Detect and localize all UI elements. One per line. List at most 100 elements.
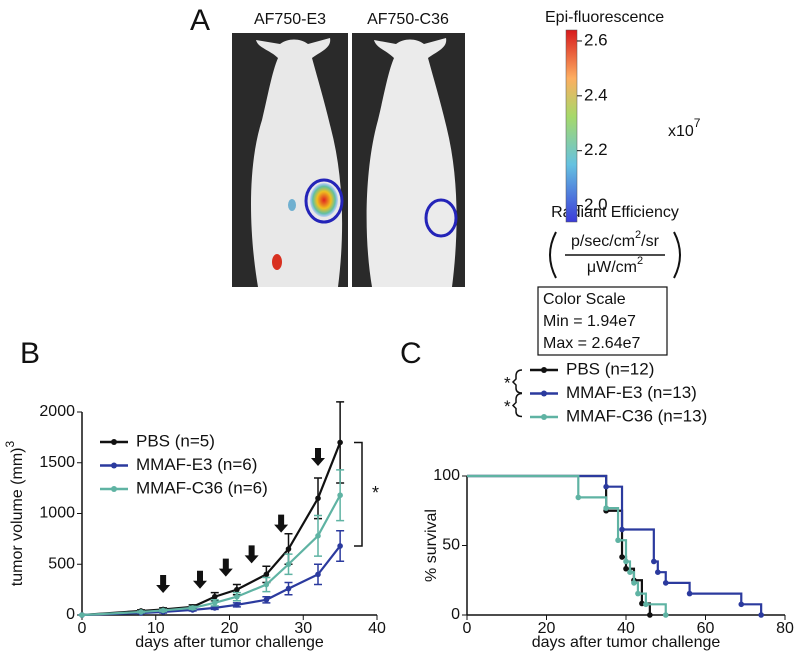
y-label-text: tumor volume (mm) xyxy=(9,448,26,587)
data-point xyxy=(655,569,661,575)
data-point xyxy=(615,537,621,544)
data-point xyxy=(337,439,343,446)
colorbar-tick-label: 2.0 xyxy=(584,195,608,214)
y-axis-label: tumor volume (mm)3 xyxy=(3,441,26,587)
legend-marker xyxy=(111,462,117,469)
panel-letter: B xyxy=(20,337,40,370)
panel-letter: A xyxy=(190,4,210,37)
y-tick-label: 0 xyxy=(66,606,75,623)
colorbar-tick-label: 2.6 xyxy=(584,30,608,49)
data-point xyxy=(160,607,166,614)
legend-marker xyxy=(541,367,547,373)
series-line xyxy=(81,494,342,617)
significance-star: * xyxy=(372,483,379,503)
y-label-sup: 3 xyxy=(3,441,17,448)
significance-star: * xyxy=(504,397,511,416)
data-point xyxy=(619,526,625,533)
legend-marker xyxy=(111,486,117,492)
scale-text: Color Scale xyxy=(543,291,626,308)
data-point xyxy=(315,571,321,578)
data-point xyxy=(211,593,218,600)
treatment-arrow xyxy=(244,545,259,564)
data-point xyxy=(138,609,144,615)
data-point xyxy=(627,569,633,575)
treatment-arrow xyxy=(311,447,325,466)
legend-label: MMAF-E3 (n=13) xyxy=(566,383,697,402)
unit-sup: 2 xyxy=(635,229,641,241)
data-point xyxy=(603,483,609,490)
legend-marker xyxy=(541,390,547,397)
series-line xyxy=(467,474,667,615)
data-point xyxy=(631,580,637,586)
unit-sup: 2 xyxy=(637,255,643,267)
data-point xyxy=(647,612,653,618)
unit-part: p/sec/cm xyxy=(571,233,635,250)
paren xyxy=(549,231,557,279)
x-tick-label: 80 xyxy=(776,620,794,637)
x-tick-label: 60 xyxy=(697,620,715,637)
y-tick-label: 0 xyxy=(451,606,460,623)
data-point xyxy=(651,558,657,565)
colorbar-multiplier: x107 xyxy=(668,116,701,140)
units-title: Radiant Efficiency xyxy=(551,204,679,221)
legend-label: PBS (n=5) xyxy=(136,431,215,450)
data-point xyxy=(285,546,292,552)
series-line xyxy=(81,545,341,617)
x-tick-label: 10 xyxy=(147,620,165,637)
y-tick-label: 100 xyxy=(433,467,460,484)
data-point xyxy=(575,494,582,501)
x-axis-label: days after tumor challenge xyxy=(135,634,324,651)
legend-label: PBS (n=12) xyxy=(566,359,654,378)
x-tick-label: 30 xyxy=(294,620,312,637)
x-tick-label: 0 xyxy=(463,620,472,637)
data-point xyxy=(285,561,292,568)
x-axis-label: days after tumor challenge xyxy=(532,634,721,651)
treatment-arrow xyxy=(274,514,289,533)
data-point xyxy=(662,612,669,618)
y-axis-label: % survival xyxy=(423,509,440,582)
series-line xyxy=(467,474,763,615)
data-point xyxy=(758,612,764,618)
colorbar-title: Epi-fluorescence xyxy=(545,9,664,26)
significance-bracket xyxy=(354,441,363,547)
legend-label: MMAF-C36 (n=13) xyxy=(566,406,707,425)
scale-box xyxy=(537,286,668,356)
data-point xyxy=(623,558,629,565)
data-point xyxy=(619,554,625,560)
y-tick-label: 1000 xyxy=(39,505,75,522)
treatment-arrow xyxy=(218,558,233,577)
colorbar xyxy=(565,29,578,223)
data-point xyxy=(315,495,321,502)
scale-text: Max = 2.64e7 xyxy=(543,335,641,352)
data-point xyxy=(643,601,649,608)
multiplier: x10 xyxy=(668,123,694,140)
treatment-arrow xyxy=(193,570,207,589)
data-point xyxy=(315,533,321,539)
y-tick-label: 1500 xyxy=(39,454,75,471)
mouse-image xyxy=(352,33,465,287)
x-tick-label: 40 xyxy=(368,620,386,637)
significance-star: * xyxy=(504,373,511,392)
paren xyxy=(673,231,681,279)
panel-letter: C xyxy=(400,337,422,370)
data-point xyxy=(662,580,669,586)
legend-label: MMAF-C36 (n=6) xyxy=(136,478,268,497)
data-point xyxy=(263,571,270,578)
x-tick-label: 40 xyxy=(617,620,635,637)
data-point xyxy=(263,581,270,588)
legend-marker xyxy=(111,439,117,445)
colorbar-tick-label: 2.2 xyxy=(584,140,608,159)
data-point xyxy=(211,600,218,606)
data-point xyxy=(234,593,240,600)
data-point xyxy=(686,590,693,597)
data-point xyxy=(189,605,196,611)
data-point xyxy=(337,492,343,499)
unit-part: μW/cm xyxy=(587,259,637,276)
data-point xyxy=(234,586,240,593)
significance-brace xyxy=(511,369,523,394)
significance-brace xyxy=(511,392,523,418)
legend-label: MMAF-E3 (n=6) xyxy=(136,455,257,474)
image-label: AF750-C36 xyxy=(367,11,449,28)
